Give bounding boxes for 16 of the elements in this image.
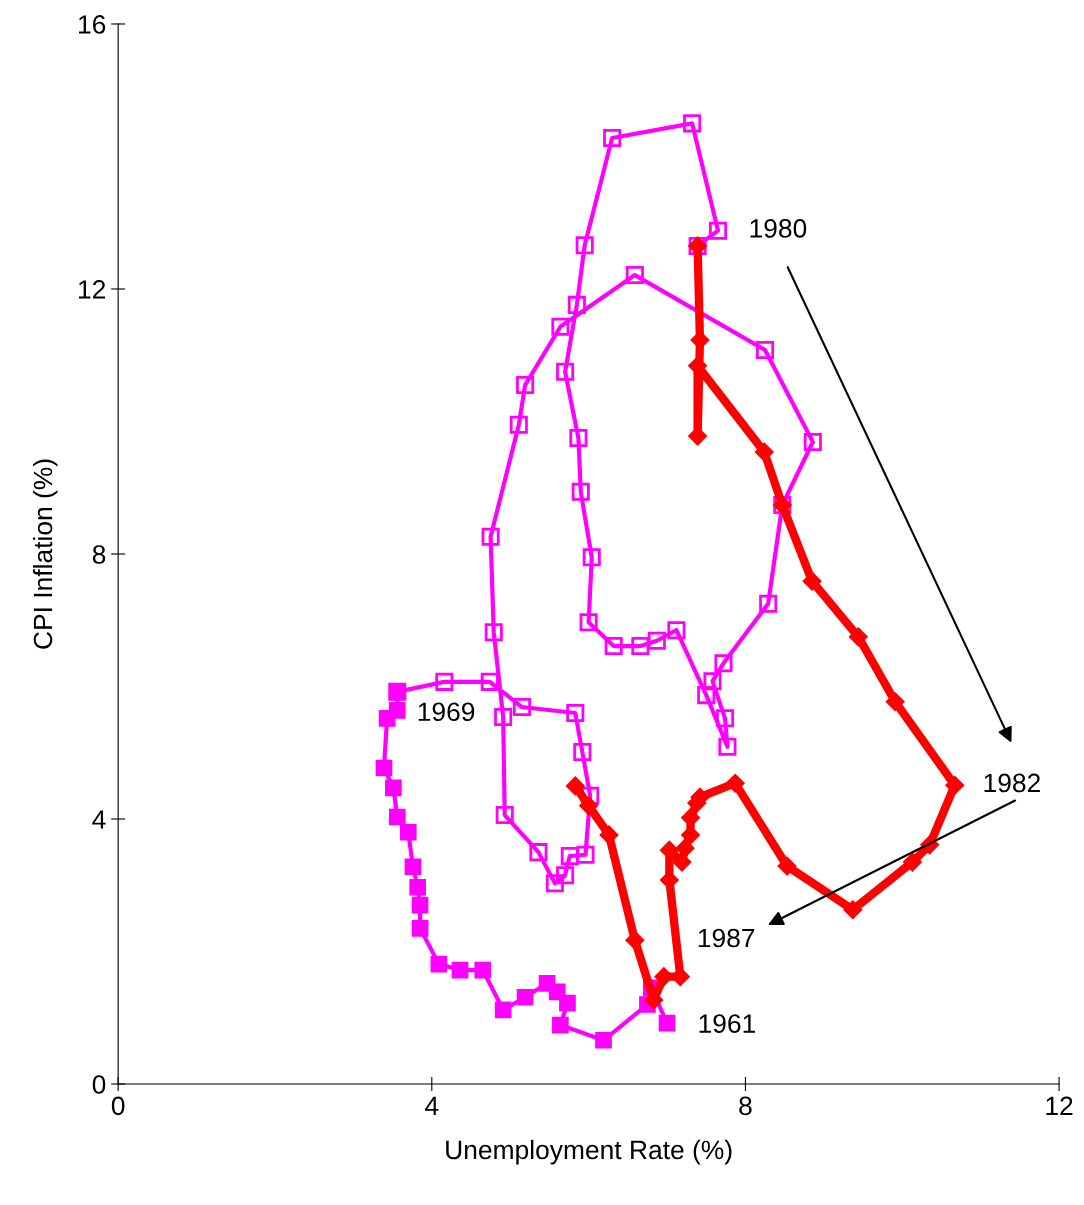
annotation: 1982 <box>984 773 1040 793</box>
x-tick-label: 8 <box>739 1096 752 1116</box>
annotation: 1969 <box>418 702 475 722</box>
y-tick-label: 16 <box>79 15 106 34</box>
x-tick-label: 12 <box>1046 1096 1073 1115</box>
x-axis-title: Unemployment Rate (%) <box>446 1139 732 1165</box>
x-tick-label: 4 <box>425 1096 439 1115</box>
x-tick-label: 0 <box>111 1096 125 1116</box>
annotation: 1961 <box>699 1014 755 1033</box>
y-tick-label: 8 <box>92 545 106 564</box>
y-axis-title: CPI Inflation (%) <box>32 459 58 649</box>
annotation: 1980 <box>750 219 807 238</box>
annotation: 1987 <box>698 928 755 948</box>
y-tick-label: 0 <box>92 1075 106 1094</box>
y-tick-label: 12 <box>79 280 106 299</box>
y-tick-label: 4 <box>92 810 106 829</box>
